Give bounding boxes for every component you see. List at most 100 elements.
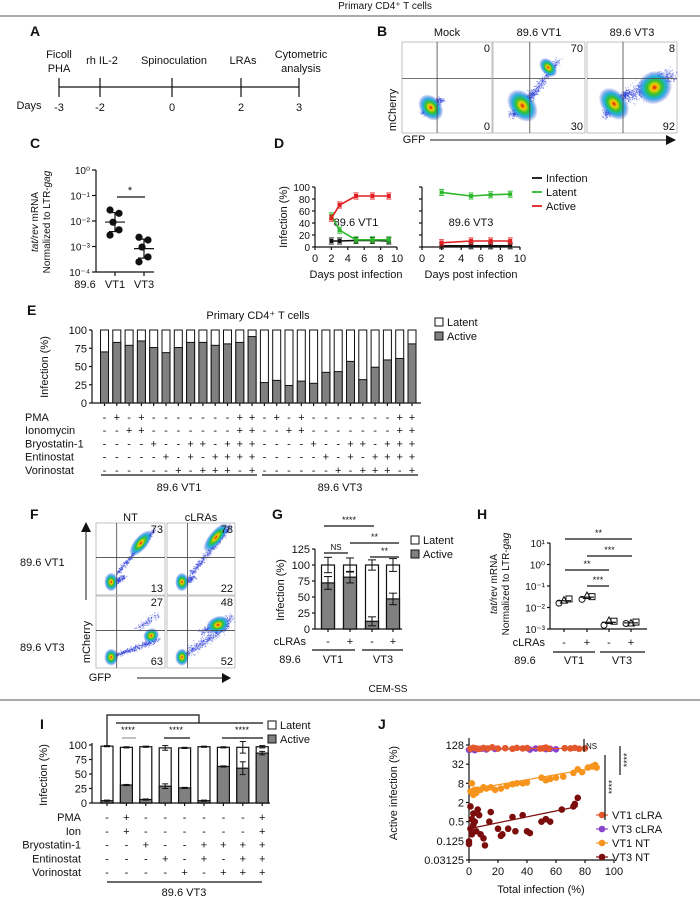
event-dot bbox=[672, 73, 674, 75]
y-axis-label: Infection (%) bbox=[39, 336, 51, 398]
event-dot bbox=[194, 572, 196, 574]
event-dot bbox=[121, 567, 123, 569]
event-dot bbox=[208, 552, 210, 554]
treatment-sign: - bbox=[127, 452, 131, 464]
event-dot bbox=[130, 648, 132, 650]
event-dot bbox=[214, 636, 216, 638]
event-dot bbox=[151, 614, 153, 616]
event-dot bbox=[538, 83, 540, 85]
event-dot bbox=[189, 649, 191, 651]
event-dot bbox=[194, 577, 196, 579]
event-dot bbox=[205, 557, 207, 559]
event-dot bbox=[606, 114, 608, 116]
data-marker bbox=[329, 213, 334, 218]
event-dot bbox=[122, 567, 124, 569]
event-dot bbox=[145, 623, 147, 625]
event-dot bbox=[151, 619, 153, 621]
event-dot bbox=[133, 647, 135, 649]
event-dot bbox=[214, 634, 216, 636]
event-dot bbox=[188, 575, 190, 577]
event-dot bbox=[530, 94, 532, 96]
treatment-sign: + bbox=[249, 452, 255, 464]
event-dot bbox=[138, 649, 140, 651]
event-dot bbox=[123, 565, 125, 567]
event-dot bbox=[158, 639, 160, 641]
event-dot bbox=[602, 116, 604, 118]
event-dot bbox=[671, 76, 673, 78]
event-dot bbox=[192, 649, 194, 651]
x-category-label: VT3 bbox=[134, 279, 154, 291]
event-dot bbox=[208, 552, 210, 554]
panel-label-g: G bbox=[272, 506, 283, 522]
event-dot bbox=[126, 562, 128, 564]
event-dot bbox=[197, 643, 199, 644]
bar-active bbox=[186, 341, 196, 404]
event-dot bbox=[558, 61, 559, 63]
event-dot bbox=[215, 546, 217, 548]
event-dot bbox=[196, 564, 198, 566]
event-dot bbox=[636, 99, 637, 101]
event-dot bbox=[230, 529, 232, 531]
event-dot bbox=[210, 634, 212, 636]
event-dot bbox=[227, 529, 229, 531]
treatment-sign: + bbox=[360, 438, 366, 450]
event-dot bbox=[633, 87, 635, 89]
event-dot bbox=[541, 80, 543, 82]
treatment-sign: - bbox=[152, 412, 156, 424]
event-dot bbox=[533, 91, 535, 93]
event-dot bbox=[152, 531, 154, 533]
event-dot bbox=[155, 617, 157, 618]
data-marker bbox=[337, 239, 342, 243]
event-dot bbox=[195, 571, 197, 573]
event-dot bbox=[224, 630, 226, 632]
x-tick-label: 4 bbox=[345, 253, 351, 265]
event-dot bbox=[543, 81, 545, 83]
treatment-sign: - bbox=[324, 465, 328, 477]
event-dot bbox=[541, 80, 543, 82]
event-dot bbox=[187, 576, 189, 578]
event-dot bbox=[121, 653, 122, 655]
panel-label-j: J bbox=[378, 716, 386, 732]
event-dot bbox=[148, 624, 149, 626]
event-dot bbox=[134, 649, 136, 651]
bar-active bbox=[370, 366, 380, 404]
event-dot bbox=[606, 116, 608, 118]
event-dot bbox=[156, 640, 158, 642]
event-dot bbox=[128, 559, 130, 561]
event-dot bbox=[547, 77, 549, 79]
event-dot bbox=[138, 648, 140, 650]
event-dot bbox=[673, 81, 675, 82]
treatment-sign: + bbox=[347, 438, 353, 450]
bar-active bbox=[382, 359, 392, 404]
treatment-sign: - bbox=[361, 425, 365, 437]
event-dot bbox=[121, 576, 123, 578]
treatment-sign: + bbox=[200, 438, 206, 450]
event-dot bbox=[438, 98, 440, 100]
event-dot bbox=[628, 91, 629, 93]
event-dot bbox=[624, 93, 626, 95]
flow-cytometry-plot: 892 bbox=[586, 41, 678, 134]
event-dot bbox=[228, 529, 230, 531]
event-dot bbox=[195, 648, 197, 650]
event-dot bbox=[196, 643, 198, 645]
event-dot bbox=[675, 79, 677, 80]
event-dot bbox=[440, 100, 442, 101]
event-dot bbox=[136, 645, 138, 647]
event-dot bbox=[154, 641, 156, 643]
event-dot bbox=[626, 93, 628, 95]
treatment-sign: + bbox=[249, 438, 255, 450]
event-dot bbox=[193, 571, 195, 573]
event-dot bbox=[127, 558, 129, 560]
event-dot bbox=[129, 558, 131, 560]
event-dot bbox=[665, 69, 667, 71]
event-dot bbox=[137, 647, 139, 649]
event-dot bbox=[133, 648, 135, 650]
event-dot bbox=[191, 649, 193, 651]
treatment-sign: + bbox=[335, 465, 341, 477]
event-dot bbox=[207, 641, 209, 643]
event-dot bbox=[633, 103, 635, 104]
event-dot bbox=[156, 616, 158, 618]
event-dot bbox=[120, 571, 122, 573]
event-dot bbox=[624, 94, 625, 96]
